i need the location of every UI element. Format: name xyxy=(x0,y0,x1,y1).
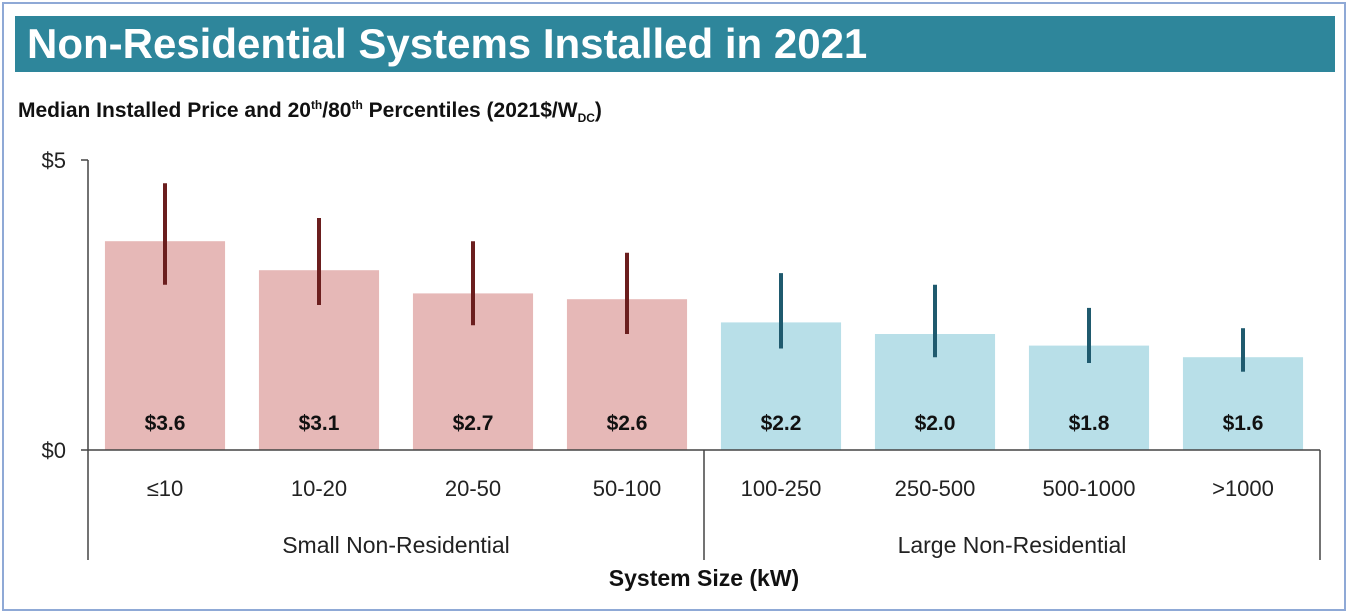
subtitle-text: /80 xyxy=(322,99,352,122)
chart-title: Non-Residential Systems Installed in 202… xyxy=(27,20,868,67)
bar-value-label: $3.6 xyxy=(145,412,186,435)
x-tick-label: 10-20 xyxy=(291,476,347,501)
bar-value-label: $3.1 xyxy=(299,412,340,435)
bar-value-label: $2.0 xyxy=(915,412,956,435)
x-tick-label: 50-100 xyxy=(593,476,662,501)
x-tick-label: 20-50 xyxy=(445,476,501,501)
x-tick-label: 250-500 xyxy=(895,476,976,501)
bar xyxy=(1182,357,1304,450)
subtitle-sub: DC xyxy=(577,111,595,126)
group-label: Small Non-Residential xyxy=(282,532,510,558)
x-tick-label: 100-250 xyxy=(741,476,822,501)
x-tick-label: 500-1000 xyxy=(1043,476,1136,501)
subtitle-sup-2: th xyxy=(351,98,363,112)
x-axis-title: System Size (kW) xyxy=(609,565,799,591)
bar-value-label: $2.7 xyxy=(453,412,494,435)
y-tick-label: $0 xyxy=(42,438,66,463)
bar-value-label: $2.6 xyxy=(607,412,648,435)
bar-value-label: $1.6 xyxy=(1223,412,1264,435)
y-tick-label: $5 xyxy=(42,148,66,173)
title-banner: Non-Residential Systems Installed in 202… xyxy=(15,16,1335,72)
group-label: Large Non-Residential xyxy=(898,532,1127,558)
bar-value-label: $1.8 xyxy=(1069,412,1110,435)
subtitle-text: ) xyxy=(594,99,602,122)
subtitle-text: Median Installed Price and 20 xyxy=(18,99,311,122)
x-tick-label: ≤10 xyxy=(147,476,184,501)
bar-value-label: $2.2 xyxy=(761,412,802,435)
subtitle-sup-1: th xyxy=(310,98,323,112)
x-tick-label: >1000 xyxy=(1212,476,1274,501)
subtitle-text: Percentiles (2021$/W xyxy=(362,99,578,122)
chart-subtitle: Median Installed Price and 20th/80th Per… xyxy=(18,98,602,124)
